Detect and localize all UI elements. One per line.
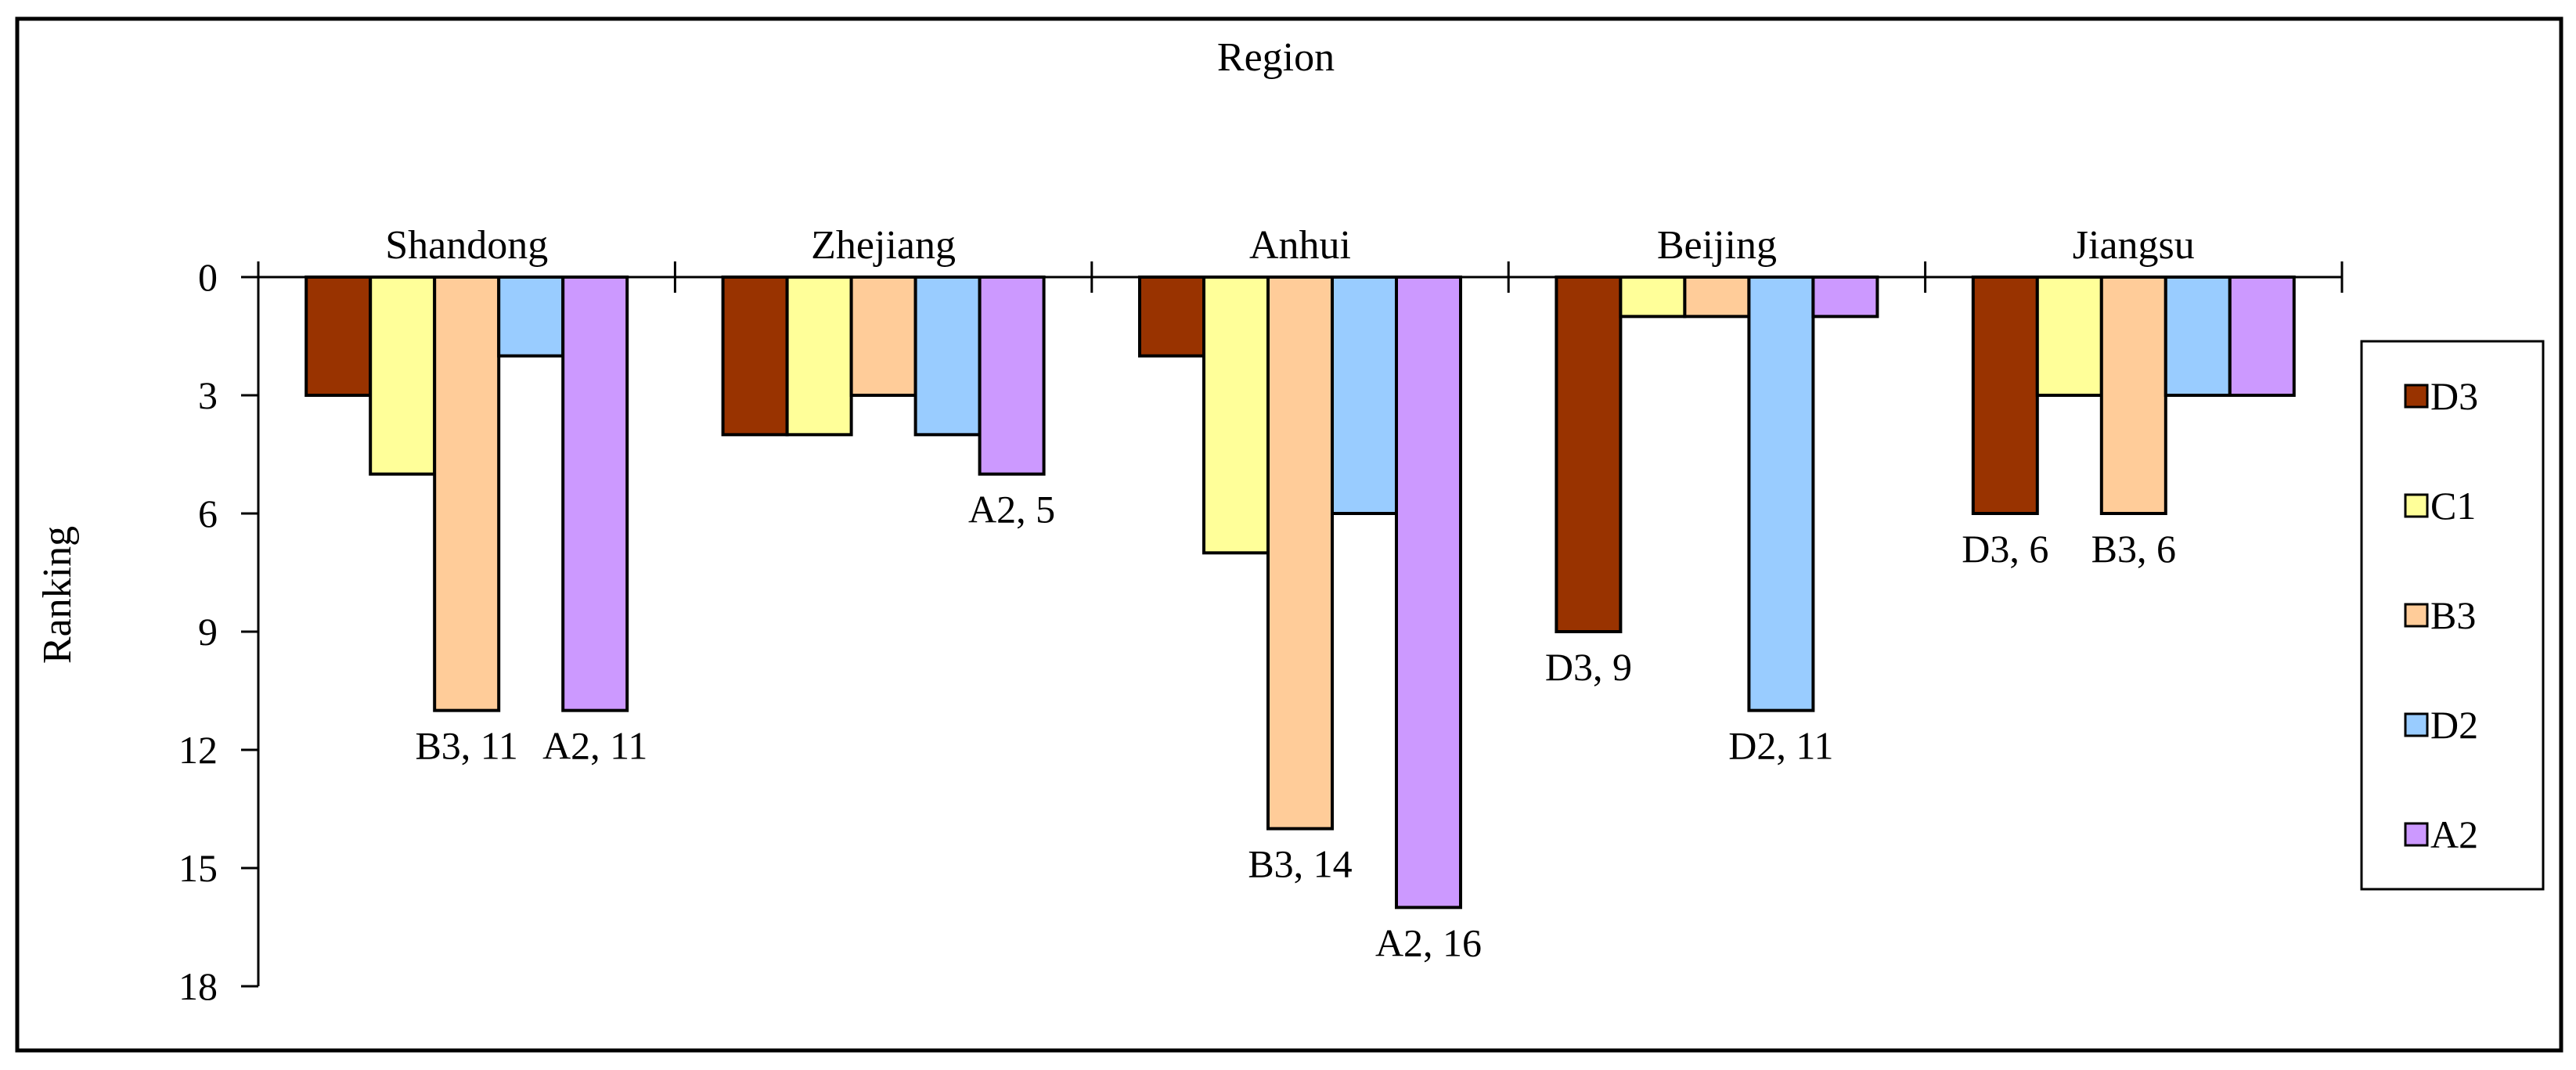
bar-shandong-d3 xyxy=(304,276,373,397)
bars xyxy=(304,276,2296,910)
legend-swatch-c1 xyxy=(2404,493,2429,518)
bar-jiangsu-d3 xyxy=(1971,276,2039,515)
data-label-anhui-a2: A2, 16 xyxy=(1375,920,1482,964)
category-label-anhui: Anhui xyxy=(1249,223,1351,268)
bar-anhui-c1 xyxy=(1202,276,1270,555)
legend-label-c1: C1 xyxy=(2430,484,2476,528)
bar-jiangsu-b3 xyxy=(2099,276,2167,515)
category-label-beijing: Beijing xyxy=(1657,223,1777,268)
y-tick-label: 18 xyxy=(178,964,218,1008)
category-label-shandong: Shandong xyxy=(385,223,548,268)
y-tick-label: 3 xyxy=(198,373,218,417)
y-tick-label: 0 xyxy=(198,255,218,299)
data-labels: B3, 11 A2, 11 A2, 5 B3, 14 A2, 16 D3, 9 D2, 11… xyxy=(415,488,2176,965)
legend-label-a2: A2 xyxy=(2430,812,2478,856)
y-axis-label: Ranking xyxy=(35,526,80,664)
legend-swatch-d2 xyxy=(2404,712,2429,737)
bar-anhui-b3 xyxy=(1266,276,1334,830)
legend-label-b3: B3 xyxy=(2430,593,2476,637)
bar-beijing-b3 xyxy=(1683,276,1751,319)
y-tick-label: 15 xyxy=(178,846,218,890)
data-label-beijing-d3: D3, 9 xyxy=(1545,645,1632,689)
bar-jiangsu-a2 xyxy=(2228,276,2296,397)
legend-swatch-d3 xyxy=(2404,384,2429,409)
bar-anhui-d3 xyxy=(1138,276,1205,358)
bar-zhejiang-c1 xyxy=(785,276,853,437)
bar-jiangsu-d2 xyxy=(2163,276,2232,397)
bar-anhui-d2 xyxy=(1331,276,1398,515)
bar-beijing-d3 xyxy=(1555,276,1623,633)
legend-swatch-a2 xyxy=(2404,822,2429,847)
bar-shandong-d2 xyxy=(497,276,565,358)
legend-box xyxy=(2360,340,2545,891)
legend-label-d2: D2 xyxy=(2430,703,2478,747)
data-label-jiangsu-d3: D3, 6 xyxy=(1962,527,2048,571)
legend-label-d3: D3 xyxy=(2430,374,2478,418)
data-label-jiangsu-b3: B3, 6 xyxy=(2091,527,2176,571)
data-label-zhejiang-a2: A2, 5 xyxy=(968,488,1055,531)
bar-jiangsu-c1 xyxy=(2035,276,2103,397)
data-label-shandong-b3: B3, 11 xyxy=(415,724,518,768)
data-label-anhui-b3: B3, 14 xyxy=(1248,842,1352,886)
data-label-beijing-d2: D2, 11 xyxy=(1728,724,1833,768)
bar-beijing-a2 xyxy=(1811,276,1879,319)
bar-zhejiang-d2 xyxy=(913,276,982,437)
category-label-zhejiang: Zhejiang xyxy=(811,223,956,268)
legend-swatch-b3 xyxy=(2404,603,2429,628)
bar-beijing-c1 xyxy=(1619,276,1687,319)
bar-beijing-d2 xyxy=(1747,276,1815,712)
y-tick-label: 12 xyxy=(178,728,218,772)
bar-shandong-a2 xyxy=(561,276,629,712)
y-tick-label: 9 xyxy=(198,610,218,654)
bar-zhejiang-a2 xyxy=(978,276,1046,476)
y-tick-label: 6 xyxy=(198,492,218,535)
bar-shandong-b3 xyxy=(433,276,501,712)
bar-zhejiang-b3 xyxy=(849,276,917,397)
legend: D3 C1 B3 D2 A2 xyxy=(2360,340,2545,891)
bar-shandong-c1 xyxy=(369,276,437,476)
chart-title: Region xyxy=(1217,35,1335,80)
category-label-jiangsu: Jiangsu xyxy=(2073,223,2195,268)
data-label-shandong-a2: A2, 11 xyxy=(542,724,647,768)
bar-anhui-a2 xyxy=(1395,276,1462,910)
bar-zhejiang-d3 xyxy=(721,276,789,437)
